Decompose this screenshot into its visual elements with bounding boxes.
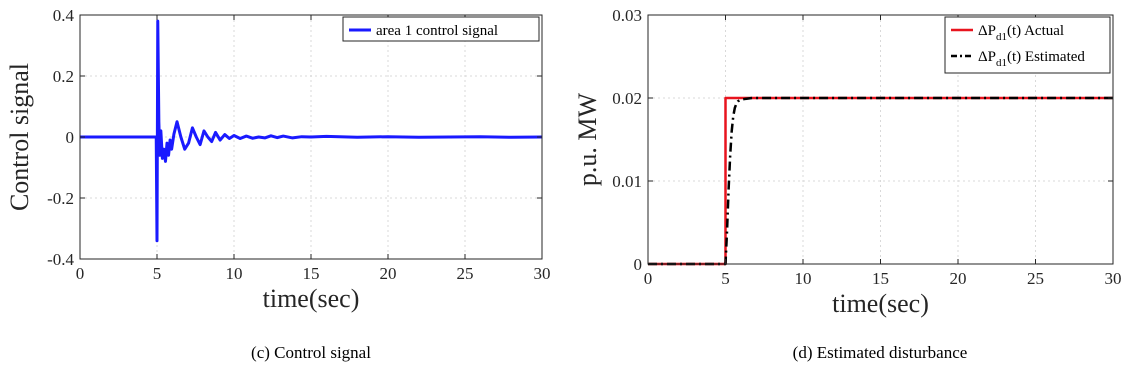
x-tick-label: 30 <box>1105 269 1122 288</box>
x-tick-label: 10 <box>226 264 243 283</box>
legend-label-estimated: ΔPd1(t) Estimated <box>978 49 1085 69</box>
ticks: 0 5 10 15 20 25 30 0 0.01 0.02 0.03 <box>612 6 1121 288</box>
x-tick-label: 15 <box>872 269 889 288</box>
x-tick-label: 20 <box>950 269 967 288</box>
control-signal-chart: 0 5 10 15 20 25 30 -0.4 -0.2 0 0.2 0.4 time(sec) Co… <box>5 6 551 362</box>
legend-label-area1: area 1 control signal <box>376 23 498 39</box>
x-tick-label: 5 <box>721 269 730 288</box>
y-tick-label: -0.2 <box>47 189 74 208</box>
caption-c: (c) Control signal <box>251 343 371 362</box>
caption-d: (d) Estimated disturbance <box>793 343 968 362</box>
y-axis-label: Control signal <box>5 63 34 211</box>
x-tick-label: 25 <box>1027 269 1044 288</box>
y-tick-label: 0.01 <box>612 172 642 191</box>
x-tick-label: 0 <box>76 264 85 283</box>
legend: area 1 control signal <box>342 16 540 42</box>
legend-box <box>342 16 540 42</box>
x-tick-label: 15 <box>303 264 320 283</box>
x-tick-label: 10 <box>795 269 812 288</box>
series-line-0 <box>80 19 543 243</box>
x-tick-label: 30 <box>534 264 551 283</box>
x-tick-label: 0 <box>644 269 653 288</box>
y-tick-label: 0 <box>66 128 75 147</box>
series <box>80 19 543 243</box>
ticks: 0 5 10 15 20 25 30 -0.4 -0.2 0 0.2 0.4 <box>47 6 550 283</box>
x-axis-label: time(sec) <box>263 284 360 313</box>
y-tick-label: 0 <box>634 255 643 274</box>
y-tick-label: 0.4 <box>53 6 75 25</box>
series-line-1 <box>648 96 1113 266</box>
y-axis-label: p.u. MW <box>573 92 602 186</box>
y-tick-label: 0.2 <box>53 67 74 86</box>
legend-box <box>944 16 1111 74</box>
x-axis-label: time(sec) <box>832 289 929 318</box>
x-tick-label: 25 <box>457 264 474 283</box>
estimated-disturbance-chart: 0 5 10 15 20 25 30 0 0.01 0.02 0.03 time(sec) p.u.… <box>573 6 1122 362</box>
y-tick-label: 0.02 <box>612 89 642 108</box>
y-tick-label: 0.03 <box>612 6 642 25</box>
legend: ΔPd1(t) Actual ΔPd1(t) Estimated <box>944 16 1111 74</box>
legend-label-actual: ΔPd1(t) Actual <box>978 23 1064 43</box>
x-tick-label: 5 <box>153 264 162 283</box>
y-tick-label: -0.4 <box>47 250 74 269</box>
x-tick-label: 20 <box>380 264 397 283</box>
